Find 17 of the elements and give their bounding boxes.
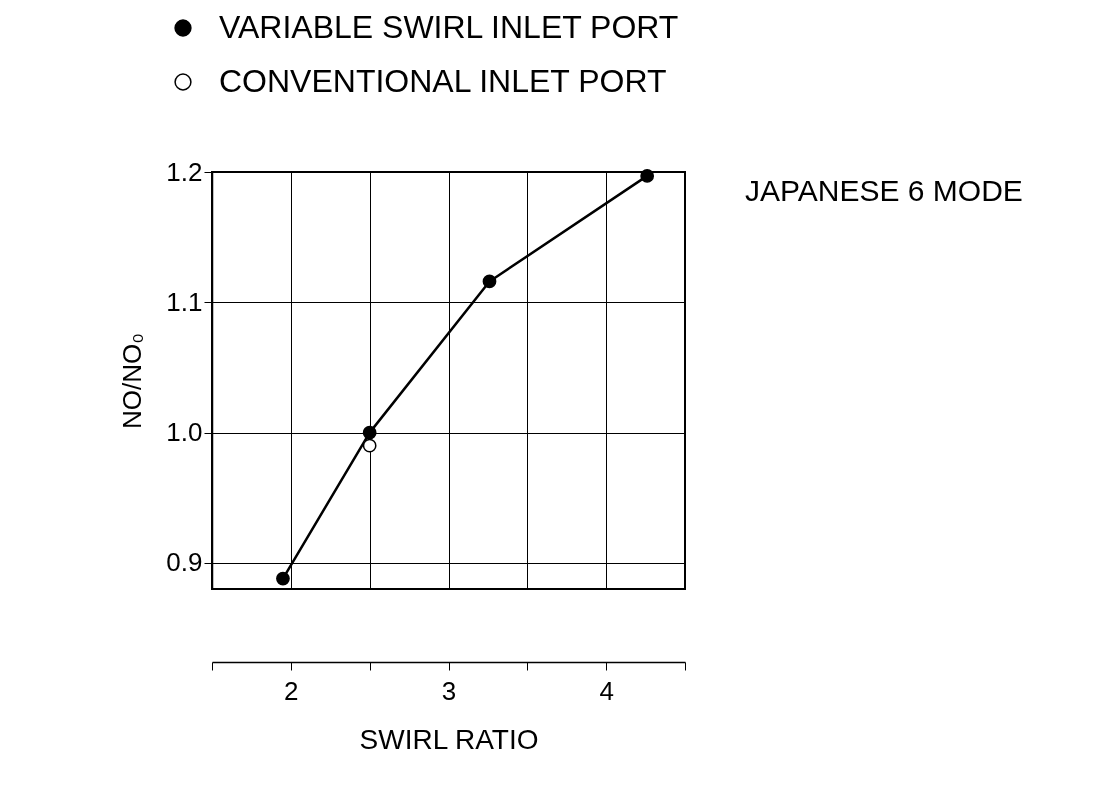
y-tick-label: 0.9 <box>166 547 203 578</box>
y-tick-label: 1.1 <box>166 286 203 317</box>
point <box>276 571 290 586</box>
legend-label: VARIABLE SWIRL INLET PORT <box>219 9 679 45</box>
y-tick-label: 1.0 <box>166 417 203 448</box>
point <box>640 169 655 183</box>
point <box>482 274 497 289</box>
x-tick-label: 2 <box>284 675 299 706</box>
point <box>362 438 377 453</box>
point <box>362 425 377 440</box>
legend-label: CONVENTIONAL INLET PORT <box>219 63 667 99</box>
text: JAPANESE 6 MODE <box>745 174 1023 207</box>
x-axis-title: SWIRL RATIO <box>359 723 539 755</box>
y-tick-label: 1.2 <box>166 156 203 187</box>
y-axis-title: NO/NO₀ <box>117 332 148 430</box>
x-tick-label: 3 <box>441 675 457 706</box>
x-tick-label: 4 <box>599 675 614 706</box>
